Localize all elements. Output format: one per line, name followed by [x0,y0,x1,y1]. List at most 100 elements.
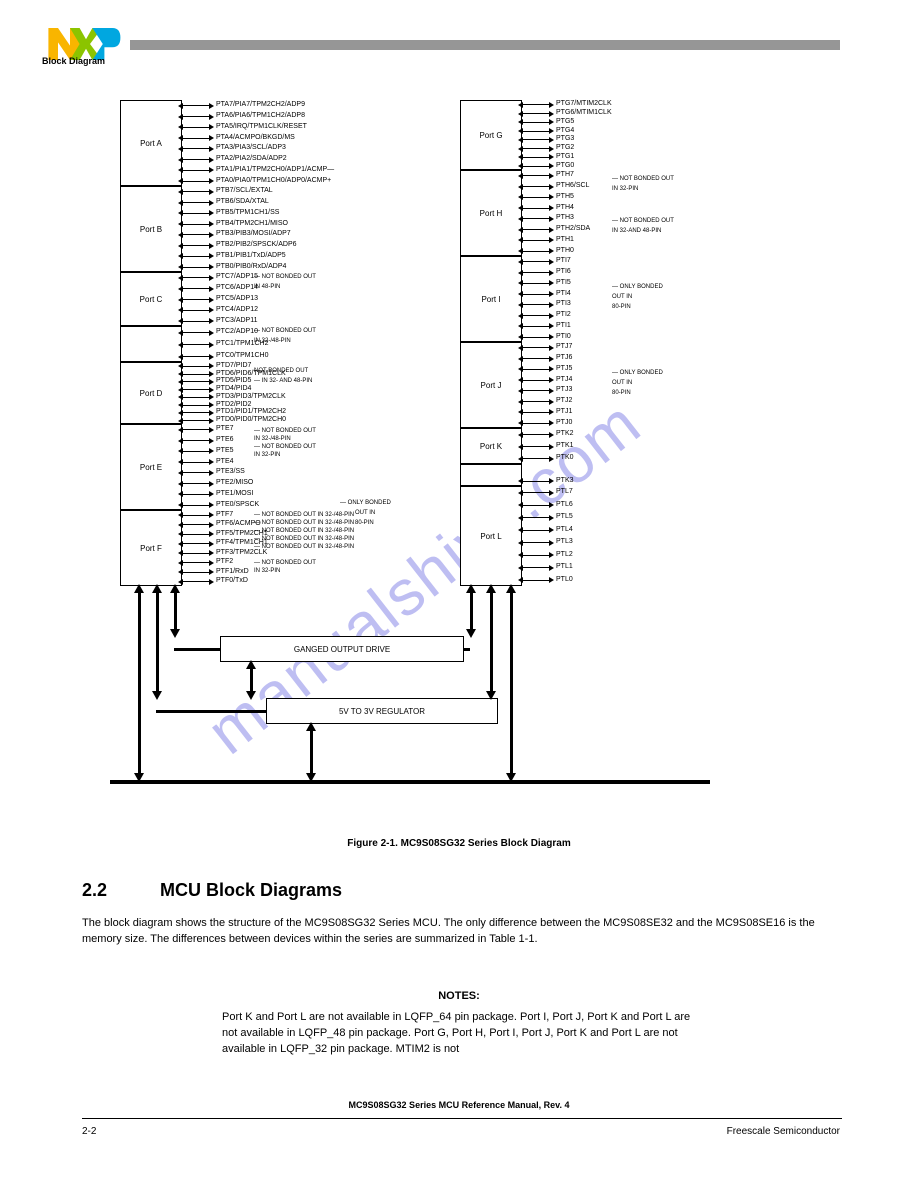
pin-arrow [182,553,210,554]
pin-label: PTJ5 [556,365,572,372]
pin-label: PTL5 [556,513,573,520]
pin-label: PTE3/SS [216,468,245,475]
pin-label: PTC4/ADP12 [216,306,258,313]
port-block-port-j: Port J [460,342,522,428]
pin-arrow [522,122,550,123]
bonding-note: IN 32-PIN [254,452,280,458]
pin-arrow [182,581,210,582]
box-connector [310,730,313,774]
pin-arrow [522,261,550,262]
bonding-note: — ONLY BONDED [612,370,663,376]
pin-label: PTH7 [556,171,574,178]
pin-arrow [522,315,550,316]
pin-arrow [522,390,550,391]
pin-label: PTF2 [216,558,233,565]
bonding-note: — NOT BONDED OUT IN 32-/48-PIN [254,544,354,550]
pin-label: PTH1 [556,236,574,243]
bonding-note: — NOT BONDED OUT [254,274,316,280]
bonding-note: OUT IN [612,294,632,300]
pin-label: PTE0/SPSCK [216,501,259,508]
pin-arrow [522,505,550,506]
bonding-note: IN 48-PIN [254,284,280,290]
port-block-port-i: Port I [460,256,522,342]
pin-arrow [522,555,550,556]
pin-label: PTJ0 [556,419,572,426]
pin-label: PTD4/PID4 [216,385,251,392]
pin-arrow [522,567,550,568]
pin-label: PTC0/TPM1CH0 [216,352,269,359]
pin-label: PTL1 [556,563,573,570]
bus-connector [470,592,473,630]
pin-arrow [522,272,550,273]
pin-label: PTA5/IRQ/TPM1CLK/RESET [216,123,307,130]
pin-arrow [522,139,550,140]
pin-arrow [522,369,550,370]
pin-label: PTB6/SDA/XTAL [216,198,269,205]
pin-label: PTE6 [216,436,234,443]
bonding-note: — NOT BONDED OUT [254,560,316,566]
bonding-note: IN 32-PIN [254,568,280,574]
pin-label: PTL7 [556,488,573,495]
pin-arrow [182,524,210,525]
pin-label: PTI5 [556,279,571,286]
pin-arrow [522,517,550,518]
pin-arrow [522,208,550,209]
pin-arrow [182,288,210,289]
pin-label: PTL4 [556,526,573,533]
pin-label: PTA4/ACMPO/BKGD/MS [216,134,295,141]
bus-connector [156,592,159,692]
bus-connector [510,592,513,774]
bonding-note: 80-PIN [355,520,374,526]
pin-label: PTC3/ADP11 [216,317,258,324]
center-box-5v-to-3v-regulator: 5V TO 3V REGULATOR [266,698,498,724]
figure-caption: Figure 2-1. MC9S08SG32 Series Block Diag… [0,838,918,849]
pin-arrow [182,191,210,192]
box-connector [250,668,253,692]
bonding-note: OUT IN [612,380,632,386]
pin-label: PTG4 [556,127,574,134]
header-rule [130,40,840,50]
bonding-note: NOT BONDED OUT [254,368,308,374]
pin-label: PTC5/ADP13 [216,295,258,302]
pin-label: PTJ7 [556,343,572,350]
bonding-note: — NOT BONDED OUT IN 32-/48-PIN [254,512,354,518]
pin-arrow [182,299,210,300]
pin-arrow [522,186,550,187]
pin-arrow [182,256,210,257]
bonding-note: 80-PIN [612,390,631,396]
pin-label: PTE4 [216,458,234,465]
pin-label: PTK2 [556,430,574,437]
pin-label: PTG0 [556,162,574,169]
pin-arrow [522,458,550,459]
bonding-note: — IN 32- AND 48-PIN [254,378,312,384]
pin-label: PTE7 [216,425,234,432]
port-block-port-b: Port B [120,186,182,272]
pin-label: PTA1/PIA1/TPM2CH0/ADP1/ACMP— [216,166,334,173]
pin-label: PTL0 [556,576,573,583]
bonding-note: — NOT BONDED OUT [254,428,316,434]
pin-arrow [182,181,210,182]
bonding-note: IN 32-AND 48-PIN [612,228,661,234]
bus-connector [138,592,141,774]
pin-arrow [182,515,210,516]
pin-label: PTE5 [216,447,234,454]
pin-arrow [182,366,210,367]
pin-label: PTC7/ADP15 [216,273,258,280]
port-block-port-l: Port L [460,486,522,586]
pin-label: PTG5 [556,118,574,125]
pin-arrow [182,234,210,235]
pin-arrow [182,462,210,463]
pin-arrow [182,310,210,311]
pin-arrow [522,412,550,413]
bonding-note: — NOT BONDED OUT IN 32-/48-PIN [254,520,354,526]
port-block-port-h: Port H [460,170,522,256]
pin-label: PTG7/MTIM2CLK [556,100,612,107]
pin-label: PTH2/SDA [556,225,590,232]
pin-arrow [522,166,550,167]
pin-label: PTB1/PIB1/TxD/ADP5 [216,252,286,259]
pin-arrow [522,481,550,482]
pin-arrow [182,405,210,406]
footer-page: 2-2 [82,1126,96,1137]
pin-arrow [522,113,550,114]
pin-label: PTH6/SCL [556,182,589,189]
